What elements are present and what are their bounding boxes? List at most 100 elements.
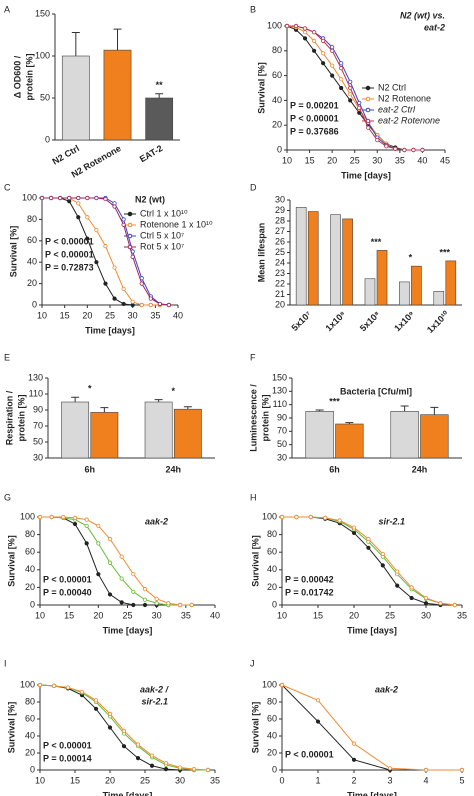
data-point [279, 682, 285, 688]
x-tick-label: 35 [457, 610, 467, 620]
y-tick-label: 20 [275, 299, 285, 309]
legend-label: Rot 5 x 10⁷ [140, 241, 184, 251]
x-tick-label: 40 [417, 155, 427, 165]
data-point [339, 61, 344, 66]
data-point [409, 595, 414, 601]
data-point [135, 742, 141, 747]
data-point [119, 600, 124, 605]
y-tick-label: 0 [32, 299, 37, 309]
y-tick-label: 110 [273, 399, 287, 409]
bar [342, 218, 353, 306]
bar [295, 207, 307, 306]
data-point [148, 302, 153, 308]
legend-label: Ctrl 5 x 10⁷ [140, 230, 184, 240]
y-tick-label: 0 [272, 764, 277, 774]
data-point [130, 254, 135, 259]
y-tick-label: 0 [272, 599, 277, 609]
y-axis-label: protein [%] [260, 395, 270, 442]
x-tick-label: 45 [440, 155, 450, 165]
y-tick-label: 40 [25, 564, 35, 574]
data-point [121, 222, 126, 227]
legend-label: eat-2 Ctrl [378, 104, 416, 114]
y-tick-label: 90 [33, 404, 43, 414]
bar [411, 265, 422, 306]
bar [173, 408, 202, 459]
y-axis-label: protein [%] [24, 54, 34, 101]
bar [61, 401, 90, 459]
y-tick-label: 30 [277, 452, 287, 462]
bar [445, 260, 457, 306]
chart-title: aak-2 [145, 516, 168, 526]
y-tick-label: 30 [275, 194, 285, 204]
x-tick-label: 40 [210, 610, 220, 620]
x-tick-label: 15 [60, 310, 70, 320]
data-point [139, 281, 144, 286]
data-point [94, 260, 99, 265]
y-tick-label: 80 [267, 529, 277, 539]
chart-title: N2 (wt) vs. [400, 10, 445, 20]
data-point [293, 23, 299, 29]
x-tick-label: 2 [351, 775, 356, 785]
chart-title: eat-2 [424, 22, 445, 32]
data-point [294, 514, 299, 520]
significance: *** [371, 237, 382, 247]
data-point [93, 698, 99, 703]
y-tick-label: 29 [275, 205, 285, 215]
data-point [166, 601, 171, 606]
significance: ** [156, 80, 164, 90]
x-tick-label: 25 [122, 610, 132, 620]
x-tick-label: 10 [37, 310, 47, 320]
data-point [189, 602, 194, 608]
y-tick-label: 20 [25, 582, 35, 592]
p-value: P = 0.00040 [43, 587, 92, 597]
data-point [395, 569, 400, 574]
y-tick-label: 30 [33, 452, 43, 462]
data-point [149, 763, 155, 768]
panel-label: A [4, 4, 10, 14]
data-point [72, 515, 78, 520]
data-point [323, 515, 328, 520]
data-point [67, 195, 72, 201]
data-point [315, 719, 321, 724]
error-bar [154, 399, 163, 402]
bar [61, 55, 90, 141]
data-point [135, 755, 141, 761]
y-tick-label: 100 [20, 511, 35, 521]
x-tick-label: 20 [93, 610, 103, 620]
y-tick-label: 60 [25, 547, 35, 557]
x-tick-label: 20 [349, 610, 359, 620]
data-point [96, 572, 101, 577]
y-axis-label: Δ OD600 / [12, 55, 22, 98]
y-tick-label: 60 [267, 713, 277, 723]
x-tick-label: 6h [84, 464, 95, 474]
data-point [339, 85, 344, 91]
chart-title: sir-2.1 [141, 696, 168, 706]
x-tick-label: N2 Ctrl [50, 143, 81, 166]
data-point [279, 514, 285, 520]
y-tick-label: 80 [25, 529, 35, 539]
y-tick-label: 100 [267, 20, 282, 30]
x-axis-label: Time [days] [347, 625, 397, 635]
y-tick-label: 100 [262, 511, 277, 521]
y-tick-label: 60 [27, 235, 37, 245]
y-tick-label: 90 [277, 412, 287, 422]
x-tick-label: 15 [305, 155, 315, 165]
error-bar [183, 406, 192, 410]
data-point [121, 301, 126, 307]
panel-label: I [4, 658, 7, 668]
y-tick-label: 0 [30, 599, 35, 609]
data-point [96, 541, 101, 546]
p-value: P = 0.72873 [45, 262, 94, 272]
data-point [148, 296, 153, 301]
data-point [393, 146, 398, 151]
data-point [337, 518, 342, 523]
data-point [37, 514, 43, 520]
bar [90, 412, 119, 459]
data-point [330, 44, 335, 50]
y-tick-label: 40 [267, 564, 277, 574]
p-value: P < 0.00001 [43, 574, 92, 584]
data-point [308, 514, 313, 520]
x-tick-label: 40 [173, 310, 183, 320]
data-point [321, 61, 326, 66]
